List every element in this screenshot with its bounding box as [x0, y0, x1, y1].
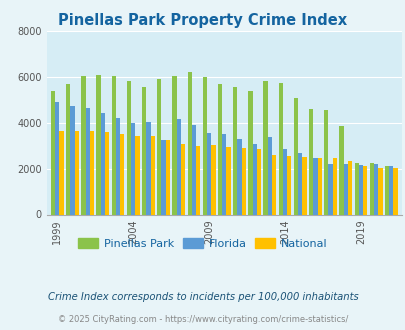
- Bar: [278, 83, 282, 214]
- Bar: [131, 123, 135, 214]
- Bar: [282, 149, 286, 214]
- Bar: [96, 75, 100, 214]
- Bar: [354, 163, 358, 215]
- Text: © 2025 CityRating.com - https://www.cityrating.com/crime-statistics/: © 2025 CityRating.com - https://www.city…: [58, 315, 347, 324]
- Bar: [51, 91, 55, 214]
- Bar: [232, 87, 237, 214]
- Bar: [146, 122, 150, 214]
- Bar: [172, 76, 176, 215]
- Bar: [324, 110, 328, 214]
- Bar: [237, 139, 241, 214]
- Bar: [85, 108, 90, 214]
- Bar: [362, 166, 367, 214]
- Bar: [111, 76, 116, 215]
- Bar: [271, 155, 275, 214]
- Bar: [161, 140, 165, 214]
- Bar: [347, 161, 351, 215]
- Bar: [252, 144, 256, 214]
- Bar: [358, 165, 362, 215]
- Bar: [248, 91, 252, 214]
- Bar: [100, 113, 105, 214]
- Bar: [217, 84, 222, 214]
- Bar: [55, 102, 59, 214]
- Bar: [302, 157, 306, 214]
- Bar: [116, 118, 120, 214]
- Bar: [75, 131, 79, 214]
- Bar: [343, 164, 347, 214]
- Bar: [135, 136, 139, 214]
- Bar: [317, 158, 321, 215]
- Bar: [297, 153, 302, 215]
- Bar: [377, 168, 382, 215]
- Bar: [369, 163, 373, 215]
- Bar: [105, 132, 109, 214]
- Bar: [142, 87, 146, 214]
- Bar: [59, 131, 64, 214]
- Bar: [120, 134, 124, 214]
- Bar: [293, 98, 297, 214]
- Bar: [241, 148, 245, 214]
- Bar: [313, 158, 317, 215]
- Bar: [66, 84, 70, 214]
- Bar: [339, 126, 343, 214]
- Bar: [373, 164, 377, 214]
- Bar: [263, 81, 267, 214]
- Bar: [126, 81, 131, 214]
- Bar: [187, 72, 191, 215]
- Bar: [150, 136, 154, 214]
- Bar: [207, 133, 211, 214]
- Bar: [202, 77, 207, 214]
- Bar: [70, 106, 75, 214]
- Bar: [267, 137, 271, 214]
- Bar: [226, 147, 230, 214]
- Bar: [191, 125, 196, 214]
- Bar: [328, 164, 332, 214]
- Bar: [286, 156, 291, 215]
- Bar: [388, 166, 392, 214]
- Bar: [157, 80, 161, 214]
- Bar: [176, 119, 181, 214]
- Bar: [222, 134, 226, 214]
- Bar: [90, 131, 94, 214]
- Bar: [165, 140, 170, 214]
- Legend: Pinellas Park, Florida, National: Pinellas Park, Florida, National: [74, 234, 331, 253]
- Bar: [256, 149, 260, 214]
- Text: Crime Index corresponds to incidents per 100,000 inhabitants: Crime Index corresponds to incidents per…: [47, 292, 358, 302]
- Bar: [384, 166, 388, 214]
- Text: Pinellas Park Property Crime Index: Pinellas Park Property Crime Index: [58, 13, 347, 28]
- Bar: [332, 158, 336, 215]
- Bar: [392, 168, 397, 215]
- Bar: [308, 109, 313, 214]
- Bar: [81, 76, 85, 215]
- Bar: [196, 146, 200, 214]
- Bar: [181, 144, 185, 214]
- Bar: [211, 145, 215, 214]
